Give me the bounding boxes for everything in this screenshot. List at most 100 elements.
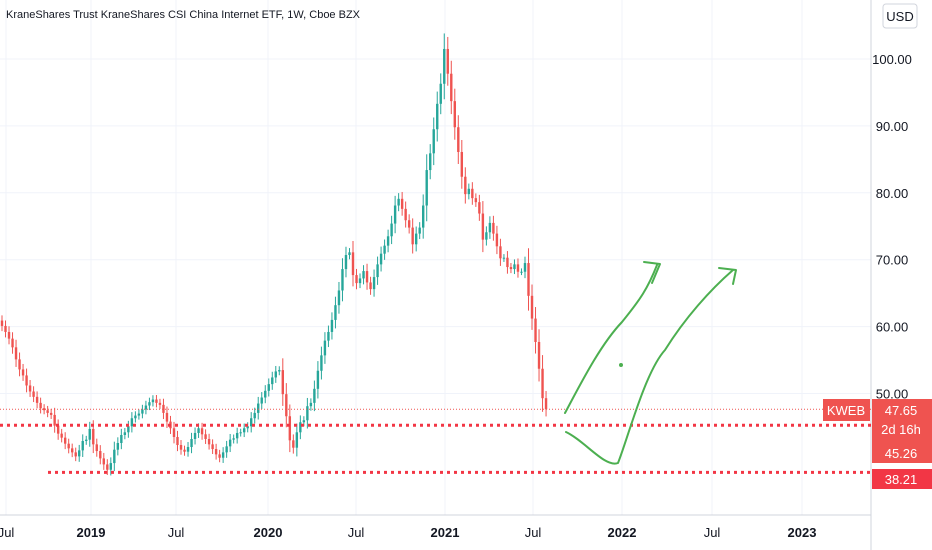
candle-body	[362, 271, 365, 279]
price-axis-ticks: 100.00 90.00 80.00 70.00 60.00 50.00	[872, 52, 912, 402]
candle-body	[443, 48, 446, 84]
projection-dot	[619, 363, 623, 367]
x-tick-label: Jul	[525, 525, 542, 540]
candle-body	[99, 451, 102, 459]
y-tick-label: 90.00	[876, 119, 909, 134]
candle-body	[495, 233, 499, 247]
candle-body	[60, 433, 63, 438]
currency-button[interactable]: USD	[882, 3, 918, 29]
candle-body	[123, 432, 127, 435]
candle-body	[63, 437, 67, 444]
candle-body	[46, 410, 49, 413]
candle-body	[520, 271, 523, 273]
candle-body	[488, 222, 492, 233]
candle-body	[144, 405, 148, 410]
candle-body	[106, 464, 109, 470]
candle-body	[21, 369, 25, 376]
candle-body	[351, 252, 355, 276]
projection-curve-1	[564, 264, 658, 414]
y-tick-label: 70.00	[876, 253, 909, 268]
candle-body	[250, 418, 253, 427]
candle-body	[102, 458, 105, 465]
candle-body	[186, 447, 190, 452]
candle-body	[116, 443, 120, 450]
candle-body	[285, 394, 288, 417]
candle-body	[414, 233, 418, 245]
candle-body	[369, 282, 372, 290]
x-tick-label: Jul	[0, 525, 14, 540]
candle-body	[56, 425, 60, 434]
candle-body	[418, 227, 421, 234]
svg-text:KWEB: KWEB	[827, 403, 865, 418]
candle-body	[323, 340, 327, 356]
candle-body	[460, 151, 464, 177]
candle-body	[534, 318, 537, 342]
candle-body	[530, 295, 534, 319]
candle-body	[411, 227, 414, 245]
candle-body	[299, 422, 302, 433]
candle-body	[193, 432, 197, 439]
candle-body	[330, 319, 334, 332]
candle-body	[11, 338, 14, 348]
candle-body	[39, 402, 42, 409]
candle-body	[176, 436, 179, 446]
candle-body	[239, 432, 242, 434]
candle-body	[162, 404, 165, 413]
candle-body	[49, 412, 53, 415]
candle-body	[436, 103, 439, 130]
candle-body	[372, 277, 376, 290]
candle-body	[35, 396, 39, 403]
candle-body	[253, 412, 256, 419]
y-tick-label: 60.00	[876, 320, 909, 335]
candle-body	[88, 428, 91, 440]
chart-grid	[0, 0, 871, 515]
candle-body	[439, 83, 442, 104]
candle-body	[42, 408, 46, 411]
candle-body	[344, 255, 348, 270]
candle-body	[386, 236, 390, 246]
candle-body	[537, 341, 541, 369]
candle-body	[313, 388, 316, 403]
candle-body	[158, 402, 162, 405]
candle-body	[358, 278, 362, 284]
candle-body	[218, 454, 221, 458]
x-tick-label: Jul	[168, 525, 185, 540]
candle-body	[379, 253, 383, 265]
candle-body	[513, 264, 516, 270]
candle-body	[232, 438, 235, 440]
candle-body	[390, 223, 393, 237]
candle-body	[492, 222, 495, 234]
candle-body	[225, 446, 228, 453]
candle-body	[151, 399, 155, 403]
candle-body	[0, 320, 4, 326]
candle-body	[109, 463, 113, 470]
projection-arrowhead-1	[643, 261, 661, 284]
candle-body	[257, 403, 260, 413]
candle-body	[309, 402, 313, 407]
symbol-badge: KWEB	[823, 399, 870, 421]
candle-body	[341, 269, 344, 291]
candle-body	[499, 246, 502, 259]
time-axis-ticks: Jul 2019 Jul 2020 Jul 2021 Jul 2022 Jul 2023	[0, 525, 816, 540]
candle-body	[306, 406, 309, 421]
candle-body	[376, 264, 379, 278]
candle-body	[316, 370, 320, 389]
candles	[0, 33, 548, 476]
candle-body	[471, 188, 474, 199]
candle-body	[127, 426, 130, 433]
candle-body	[260, 397, 263, 404]
candle-body	[288, 416, 292, 441]
candle-body	[407, 220, 411, 228]
candle-body	[95, 444, 98, 452]
candle-body	[464, 176, 467, 195]
candle-body	[32, 391, 35, 397]
candle-body	[190, 438, 193, 448]
candle-body	[235, 432, 239, 439]
candle-body	[432, 129, 435, 154]
x-tick-label: 2022	[608, 525, 637, 540]
candle-body	[53, 414, 56, 426]
candle-body	[271, 377, 274, 385]
svg-text:38.21: 38.21	[885, 472, 918, 487]
candle-body	[337, 290, 341, 306]
